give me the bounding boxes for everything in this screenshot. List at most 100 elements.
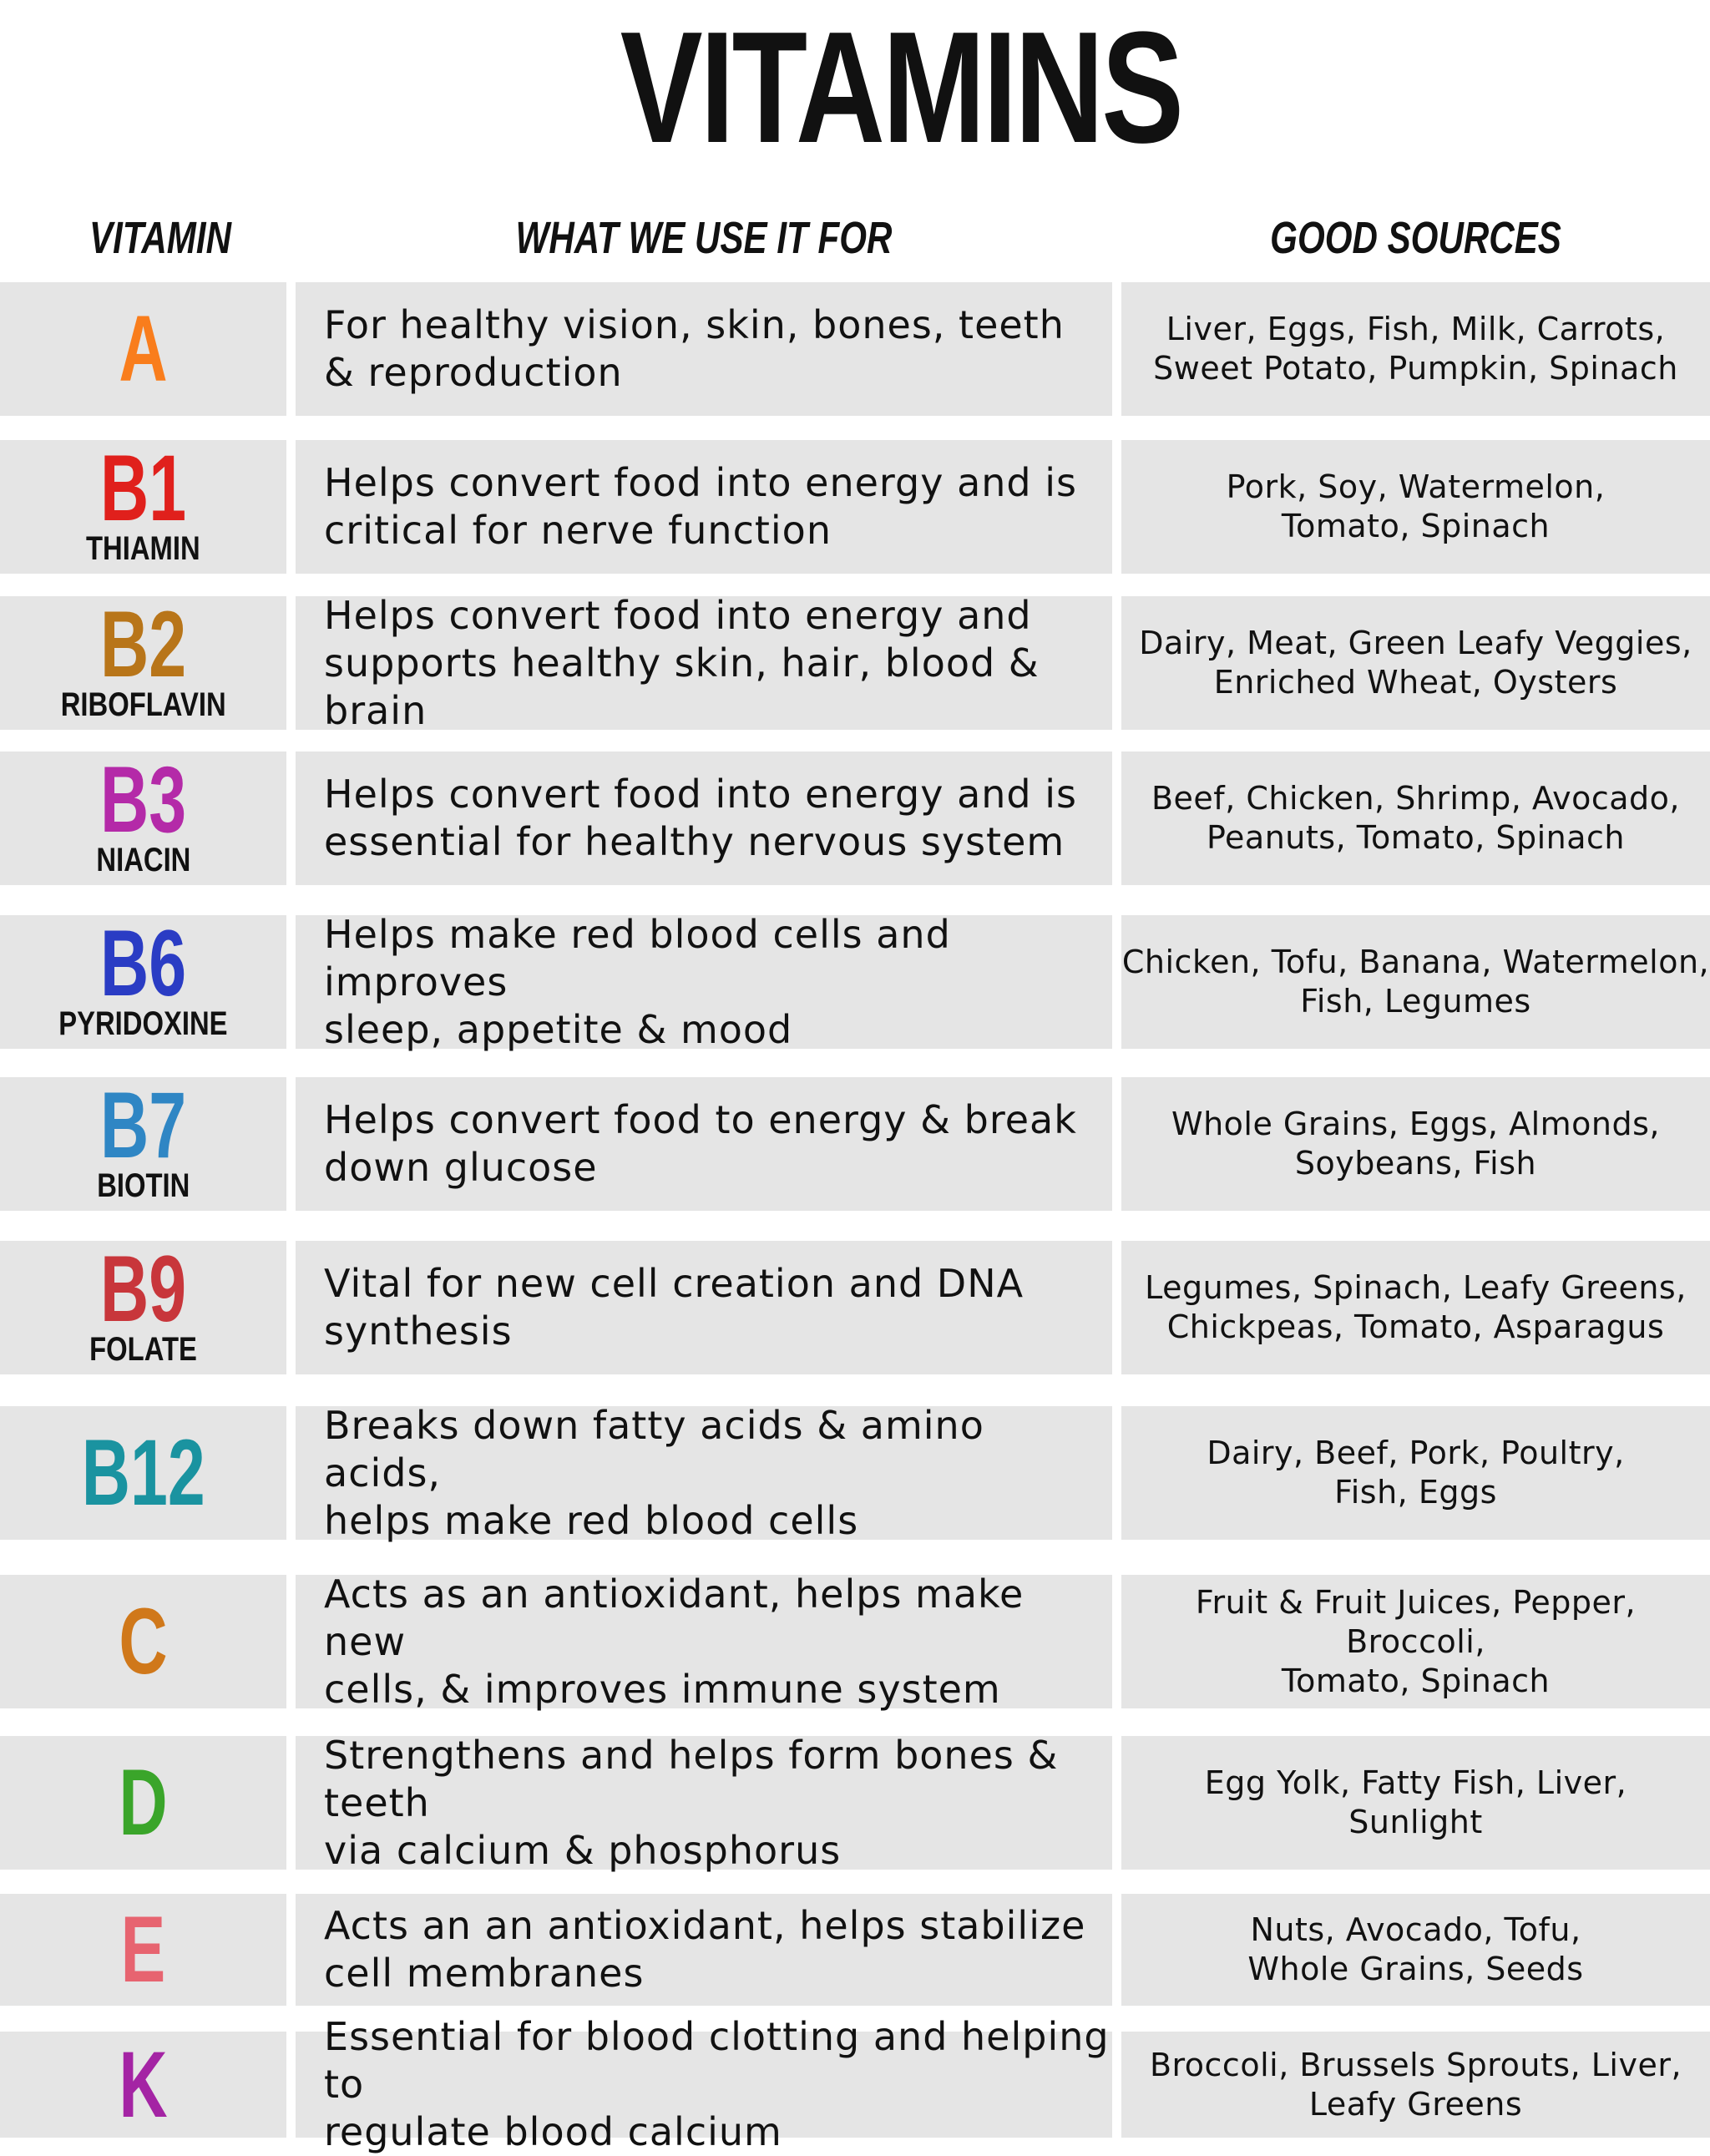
sources-cell: Pork, Soy, Watermelon, Tomato, Spinach bbox=[1121, 440, 1710, 574]
use-line: synthesis bbox=[324, 1308, 513, 1354]
vitamin-name: THIAMIN bbox=[86, 530, 200, 567]
sources-text: Whole Grains, Eggs, Almonds, Soybeans, Fi… bbox=[1171, 1105, 1660, 1183]
vitamin-letter: B1 bbox=[99, 436, 187, 540]
sources-line: Pork, Soy, Watermelon, bbox=[1226, 468, 1606, 505]
sources-cell: Chicken, Tofu, Banana, Watermelon, Fish, … bbox=[1121, 915, 1710, 1049]
sources-cell: Fruit & Fruit Juices, Pepper, Broccoli, T… bbox=[1121, 1575, 1710, 1708]
vitamin-letter: B7 bbox=[99, 1073, 187, 1177]
sources-line: Whole Grains, Seeds bbox=[1247, 1951, 1584, 1987]
sources-line: Peanuts, Tomato, Spinach bbox=[1206, 819, 1625, 856]
vitamin-cell: B6 PYRIDOXINE bbox=[0, 915, 286, 1049]
sources-line: Broccoli, Brussels Sprouts, Liver, bbox=[1149, 2046, 1682, 2083]
sources-line: Dairy, Meat, Green Leafy Veggies, bbox=[1139, 625, 1692, 661]
vitamin-letter: B9 bbox=[99, 1237, 187, 1341]
vitamin-name: PYRIDOXINE bbox=[58, 1005, 228, 1042]
use-cell: Helps make red blood cells and improves s… bbox=[296, 912, 1112, 1052]
sources-line: Sweet Potato, Pumpkin, Spinach bbox=[1153, 350, 1678, 387]
vitamin-letter: E bbox=[120, 1897, 166, 2002]
vitamin-cell: B7 BIOTIN bbox=[0, 1077, 286, 1211]
sources-text: Beef, Chicken, Shrimp, Avocado, Peanuts, … bbox=[1151, 779, 1680, 858]
sources-line: Fish, Legumes bbox=[1300, 983, 1531, 1020]
use-line: Essential for blood clotting and helping… bbox=[324, 2014, 1110, 2107]
vitamin-cell: B3 NIACIN bbox=[0, 752, 286, 885]
use-cell: Helps convert food into energy and is ess… bbox=[296, 752, 1112, 885]
use-text: Acts as an antioxidant, helps make new ce… bbox=[296, 1571, 1112, 1713]
use-line: Strengthens and helps form bones & teeth bbox=[324, 1732, 1059, 1825]
sources-cell: Dairy, Meat, Green Leafy Veggies, Enriche… bbox=[1121, 596, 1710, 730]
sources-text: Dairy, Beef, Pork, Poultry, Fish, Eggs bbox=[1207, 1434, 1624, 1512]
use-cell: Helps convert food to energy & break down… bbox=[296, 1077, 1112, 1211]
use-line: Helps convert food into energy and bbox=[324, 592, 1032, 638]
sources-line: Whole Grains, Eggs, Almonds, bbox=[1171, 1106, 1660, 1142]
vitamin-letter: A bbox=[119, 296, 168, 401]
use-text: Strengthens and helps form bones & teeth… bbox=[296, 1732, 1112, 1875]
use-line: down glucose bbox=[324, 1145, 598, 1190]
use-text: Helps convert food into energy and suppor… bbox=[296, 592, 1112, 735]
sources-cell: Beef, Chicken, Shrimp, Avocado, Peanuts, … bbox=[1121, 752, 1710, 885]
header-vitamin-text: VITAMIN bbox=[89, 213, 231, 263]
vitamin-name: NIACIN bbox=[96, 842, 190, 878]
vitamin-name: RIBOFLAVIN bbox=[60, 686, 226, 723]
sources-line: Nuts, Avocado, Tofu, bbox=[1250, 1911, 1581, 1948]
use-text: Essential for blood clotting and helping… bbox=[296, 2013, 1112, 2156]
sources-cell: Egg Yolk, Fatty Fish, Liver, Sunlight bbox=[1121, 1736, 1710, 1870]
vitamin-cell: E bbox=[0, 1894, 286, 2006]
page-title: VITAMINS bbox=[0, 8, 1710, 167]
sources-line: Liver, Eggs, Fish, Milk, Carrots, bbox=[1166, 311, 1666, 347]
sources-cell: Dairy, Beef, Pork, Poultry, Fish, Eggs bbox=[1121, 1406, 1710, 1540]
vitamin-cell: K bbox=[0, 2032, 286, 2138]
vitamin-letter: D bbox=[119, 1750, 168, 1855]
use-line: For healthy vision, skin, bones, teeth bbox=[324, 302, 1065, 347]
sources-cell: Nuts, Avocado, Tofu, Whole Grains, Seeds bbox=[1121, 1894, 1710, 2006]
vitamin-letter: B3 bbox=[99, 747, 187, 852]
vitamin-cell: B12 bbox=[0, 1406, 286, 1540]
vitamin-name: FOLATE bbox=[89, 1331, 197, 1368]
use-cell: Essential for blood clotting and helping… bbox=[296, 2014, 1112, 2154]
use-line: essential for healthy nervous system bbox=[324, 819, 1065, 864]
sources-cell: Liver, Eggs, Fish, Milk, Carrots, Sweet P… bbox=[1121, 282, 1710, 416]
vitamin-letter: K bbox=[119, 2032, 168, 2137]
use-text: Breaks down fatty acids & amino acids, he… bbox=[296, 1402, 1112, 1545]
use-line: Acts an an antioxidant, helps stabilize bbox=[324, 1903, 1086, 1948]
vitamin-letter: B12 bbox=[81, 1420, 205, 1525]
use-cell: Vital for new cell creation and DNA synth… bbox=[296, 1241, 1112, 1374]
sources-cell: Broccoli, Brussels Sprouts, Liver, Leafy … bbox=[1121, 2032, 1710, 2138]
sources-line: Chicken, Tofu, Banana, Watermelon, bbox=[1121, 944, 1710, 980]
sources-text: Broccoli, Brussels Sprouts, Liver, Leafy … bbox=[1150, 2046, 1682, 2124]
sources-line: Fish, Eggs bbox=[1334, 1474, 1497, 1511]
sources-line: Enriched Wheat, Oysters bbox=[1213, 664, 1618, 701]
vitamin-cell: C bbox=[0, 1575, 286, 1708]
header-use: WHAT WE USE IT FOR bbox=[296, 209, 1112, 267]
use-line: regulate blood calcium bbox=[324, 2109, 782, 2154]
use-text: Vital for new cell creation and DNA synth… bbox=[296, 1260, 1024, 1355]
header-sources: GOOD SOURCES bbox=[1121, 209, 1710, 267]
sources-text: Legumes, Spinach, Leafy Greens, Chickpeas… bbox=[1145, 1268, 1687, 1347]
sources-text: Chicken, Tofu, Banana, Watermelon, Fish, … bbox=[1122, 943, 1709, 1021]
use-cell: Acts as an antioxidant, helps make new ce… bbox=[296, 1571, 1112, 1712]
header-vitamin: VITAMIN bbox=[0, 209, 320, 267]
header-sources-text: GOOD SOURCES bbox=[1270, 213, 1561, 263]
use-text: Helps convert food into energy and is cri… bbox=[296, 459, 1077, 554]
use-line: sleep, appetite & mood bbox=[324, 1006, 793, 1052]
use-line: supports healthy skin, hair, blood & bra… bbox=[324, 640, 1040, 733]
sources-line: Tomato, Spinach bbox=[1281, 508, 1551, 544]
use-cell: For healthy vision, skin, bones, teeth & … bbox=[296, 282, 1112, 416]
use-line: Helps convert food to energy & break bbox=[324, 1097, 1077, 1142]
header-use-text: WHAT WE USE IT FOR bbox=[515, 213, 893, 263]
sources-line: Fruit & Fruit Juices, Pepper, Broccoli, bbox=[1195, 1583, 1637, 1660]
title-text: VITAMINS bbox=[620, 0, 1184, 176]
sources-text: Liver, Eggs, Fish, Milk, Carrots, Sweet P… bbox=[1153, 310, 1678, 388]
use-line: cell membranes bbox=[324, 1951, 645, 1996]
use-text: Helps convert food to energy & break down… bbox=[296, 1096, 1077, 1192]
sources-line: Dairy, Beef, Pork, Poultry, bbox=[1207, 1435, 1625, 1471]
sources-text: Egg Yolk, Fatty Fish, Liver, Sunlight bbox=[1205, 1764, 1627, 1842]
sources-line: Beef, Chicken, Shrimp, Avocado, bbox=[1151, 780, 1681, 817]
use-line: via calcium & phosphorus bbox=[324, 1827, 842, 1873]
sources-text: Nuts, Avocado, Tofu, Whole Grains, Seeds bbox=[1247, 1911, 1583, 1989]
sources-cell: Whole Grains, Eggs, Almonds, Soybeans, Fi… bbox=[1121, 1077, 1710, 1211]
sources-line: Leafy Greens bbox=[1308, 2085, 1523, 2123]
use-cell: Acts an an antioxidant, helps stabilize c… bbox=[296, 1894, 1112, 2006]
vitamin-letter: B6 bbox=[99, 911, 187, 1015]
use-line: critical for nerve function bbox=[324, 508, 832, 553]
use-line: Acts as an antioxidant, helps make new bbox=[324, 1571, 1024, 1664]
